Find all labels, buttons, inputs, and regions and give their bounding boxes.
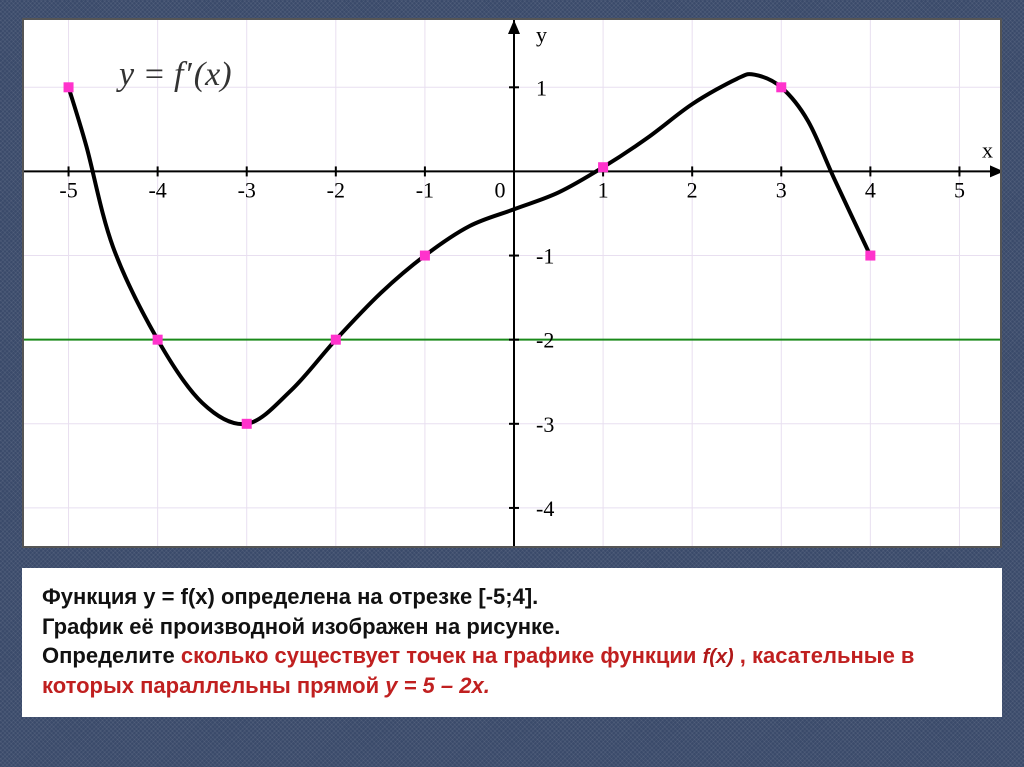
curve-marker	[865, 251, 875, 261]
derivative-chart: -5 -4 -3 -2 -1 0 1 2 3 4 5 1 -1 -2 -3 -4 y x	[24, 20, 1002, 548]
caption-highlight-1: сколько существует точек на графике функ…	[181, 643, 703, 668]
curve-marker	[331, 335, 341, 345]
caption-equation: y = 5 – 2x.	[385, 673, 490, 698]
svg-text:-3: -3	[238, 177, 256, 202]
svg-text:1: 1	[536, 75, 547, 100]
chart-panel: -5 -4 -3 -2 -1 0 1 2 3 4 5 1 -1 -2 -3 -4 y x y = f ′(x)	[22, 18, 1002, 548]
curve-marker	[242, 419, 252, 429]
problem-text: Функция y = f(x) определена на отрезке […	[22, 568, 1002, 717]
svg-text:-2: -2	[327, 177, 345, 202]
svg-text:-2: -2	[536, 328, 554, 353]
curve-marker	[64, 82, 74, 92]
caption-line-2a: Определите	[42, 643, 181, 668]
svg-text:-4: -4	[148, 177, 166, 202]
svg-text:3: 3	[776, 177, 787, 202]
svg-text:-4: -4	[536, 496, 554, 521]
curve-marker	[153, 335, 163, 345]
svg-text:1: 1	[598, 177, 609, 202]
formula-label: y = f ′(x)	[119, 56, 232, 94]
svg-text:-3: -3	[536, 412, 554, 437]
svg-text:x: x	[982, 137, 993, 162]
caption-fx: f(x)	[703, 646, 734, 668]
curve-marker	[420, 251, 430, 261]
caption-line-1a: Функция y = f(x) определена на отрезке […	[42, 584, 538, 609]
svg-text:-1: -1	[416, 177, 434, 202]
svg-text:5: 5	[954, 177, 965, 202]
caption-line-1b: График её производной изображен на рисун…	[42, 614, 560, 639]
curve-marker	[598, 162, 608, 172]
svg-text:0: 0	[495, 177, 506, 202]
svg-text:y: y	[536, 22, 547, 47]
curve-marker	[776, 82, 786, 92]
svg-text:-1: -1	[536, 244, 554, 269]
svg-text:2: 2	[687, 177, 698, 202]
svg-text:-5: -5	[59, 177, 77, 202]
svg-text:4: 4	[865, 177, 876, 202]
